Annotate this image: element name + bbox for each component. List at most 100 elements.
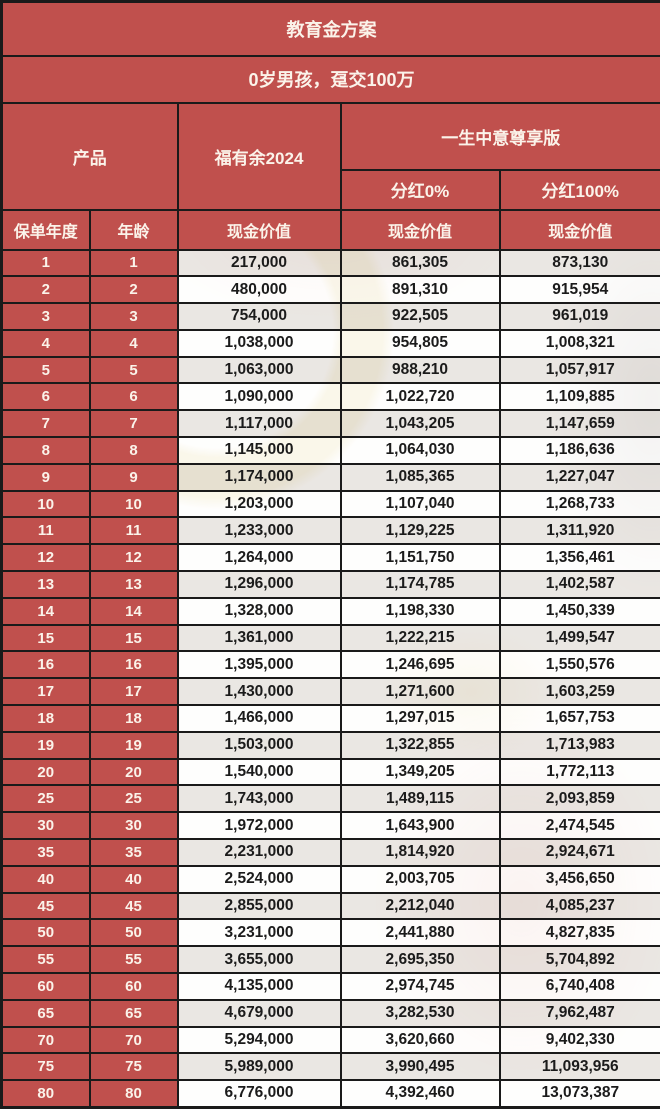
policy-year-cell: 2 bbox=[2, 276, 90, 303]
cash-value-cell-dividend100: 1,657,753 bbox=[500, 705, 660, 732]
policy-year-cell: 60 bbox=[2, 973, 90, 1000]
age-cell: 10 bbox=[90, 491, 178, 518]
age-cell: 75 bbox=[90, 1053, 178, 1080]
cash-value-cell-dividend0: 2,695,350 bbox=[341, 946, 500, 973]
cash-value-cell-dividend0: 1,814,920 bbox=[341, 839, 500, 866]
cash-value-cell-dividend100: 1,550,576 bbox=[500, 651, 660, 678]
cash-value-cell-product1: 2,524,000 bbox=[178, 866, 341, 893]
age-cell: 6 bbox=[90, 383, 178, 410]
age-cell: 35 bbox=[90, 839, 178, 866]
cash-value-cell-product1: 1,430,000 bbox=[178, 678, 341, 705]
age-cell: 4 bbox=[90, 330, 178, 357]
cash-value-cell-dividend0: 1,489,115 bbox=[341, 785, 500, 812]
product-header-cell: 产品 bbox=[2, 103, 178, 210]
policy-year-cell: 13 bbox=[2, 571, 90, 598]
cash-value-cell-dividend100: 4,085,237 bbox=[500, 893, 660, 920]
policy-year-cell: 10 bbox=[2, 491, 90, 518]
policy-year-cell: 4 bbox=[2, 330, 90, 357]
table-subtitle: 0岁男孩，趸交100万 bbox=[2, 56, 660, 103]
cash-value-cell-product1: 1,117,000 bbox=[178, 410, 341, 437]
age-cell: 70 bbox=[90, 1027, 178, 1054]
age-cell: 8 bbox=[90, 437, 178, 464]
cash-value-cell-dividend100: 1,311,920 bbox=[500, 517, 660, 544]
cash-value-cell-product1: 1,296,000 bbox=[178, 571, 341, 598]
policy-year-cell: 45 bbox=[2, 893, 90, 920]
policy-year-cell: 17 bbox=[2, 678, 90, 705]
cash-value-cell-product1: 1,503,000 bbox=[178, 732, 341, 759]
age-cell: 17 bbox=[90, 678, 178, 705]
cash-value-cell-dividend0: 3,620,660 bbox=[341, 1027, 500, 1054]
policy-year-cell: 25 bbox=[2, 785, 90, 812]
cash-value-cell-product1: 1,145,000 bbox=[178, 437, 341, 464]
policy-year-cell: 70 bbox=[2, 1027, 90, 1054]
cash-value-cell-dividend0: 1,022,720 bbox=[341, 383, 500, 410]
age-cell: 3 bbox=[90, 303, 178, 330]
cash-value-cell-product1: 1,328,000 bbox=[178, 598, 341, 625]
cash-value-cell-dividend100: 873,130 bbox=[500, 250, 660, 277]
cash-value-cell-product1: 2,855,000 bbox=[178, 893, 341, 920]
age-cell: 25 bbox=[90, 785, 178, 812]
age-cell: 13 bbox=[90, 571, 178, 598]
cash-value-cell-dividend100: 1,356,461 bbox=[500, 544, 660, 571]
policy-year-cell: 55 bbox=[2, 946, 90, 973]
cash-value-cell-product1: 2,231,000 bbox=[178, 839, 341, 866]
age-cell: 20 bbox=[90, 759, 178, 786]
policy-year-cell: 19 bbox=[2, 732, 90, 759]
age-cell: 45 bbox=[90, 893, 178, 920]
cash-value-column-header-product1: 现金价值 bbox=[178, 210, 341, 250]
cash-value-cell-dividend100: 1,227,047 bbox=[500, 464, 660, 491]
cash-value-cell-dividend0: 3,282,530 bbox=[341, 1000, 500, 1027]
policy-year-cell: 3 bbox=[2, 303, 90, 330]
cash-value-cell-dividend100: 1,008,321 bbox=[500, 330, 660, 357]
cash-value-cell-dividend100: 1,450,339 bbox=[500, 598, 660, 625]
policy-year-cell: 12 bbox=[2, 544, 90, 571]
policy-year-cell: 8 bbox=[2, 437, 90, 464]
age-cell: 18 bbox=[90, 705, 178, 732]
cash-value-cell-product1: 1,090,000 bbox=[178, 383, 341, 410]
age-cell: 7 bbox=[90, 410, 178, 437]
cash-value-cell-dividend100: 1,057,917 bbox=[500, 357, 660, 384]
cash-value-cell-dividend0: 1,322,855 bbox=[341, 732, 500, 759]
policy-year-column-header: 保单年度 bbox=[2, 210, 90, 250]
cash-value-cell-dividend0: 2,212,040 bbox=[341, 893, 500, 920]
cash-value-cell-dividend100: 13,073,387 bbox=[500, 1080, 660, 1107]
cash-value-cell-product1: 4,135,000 bbox=[178, 973, 341, 1000]
cash-value-cell-dividend100: 1,186,636 bbox=[500, 437, 660, 464]
product-2-header-cell: 一生中意尊享版 bbox=[341, 103, 660, 170]
age-cell: 19 bbox=[90, 732, 178, 759]
cash-value-cell-dividend100: 961,019 bbox=[500, 303, 660, 330]
cash-value-column-header-dividend100: 现金价值 bbox=[500, 210, 660, 250]
policy-year-cell: 14 bbox=[2, 598, 90, 625]
cash-value-cell-dividend0: 1,151,750 bbox=[341, 544, 500, 571]
cash-value-cell-product1: 1,466,000 bbox=[178, 705, 341, 732]
policy-year-cell: 15 bbox=[2, 625, 90, 652]
cash-value-cell-dividend0: 2,441,880 bbox=[341, 919, 500, 946]
age-cell: 9 bbox=[90, 464, 178, 491]
cash-value-cell-dividend100: 1,268,733 bbox=[500, 491, 660, 518]
cash-value-cell-dividend0: 922,505 bbox=[341, 303, 500, 330]
cash-value-cell-dividend0: 1,085,365 bbox=[341, 464, 500, 491]
cash-value-cell-dividend100: 1,147,659 bbox=[500, 410, 660, 437]
cash-value-cell-product1: 1,233,000 bbox=[178, 517, 341, 544]
cash-value-cell-product1: 1,395,000 bbox=[178, 651, 341, 678]
cash-value-cell-dividend0: 988,210 bbox=[341, 357, 500, 384]
cash-value-cell-product1: 6,776,000 bbox=[178, 1080, 341, 1107]
